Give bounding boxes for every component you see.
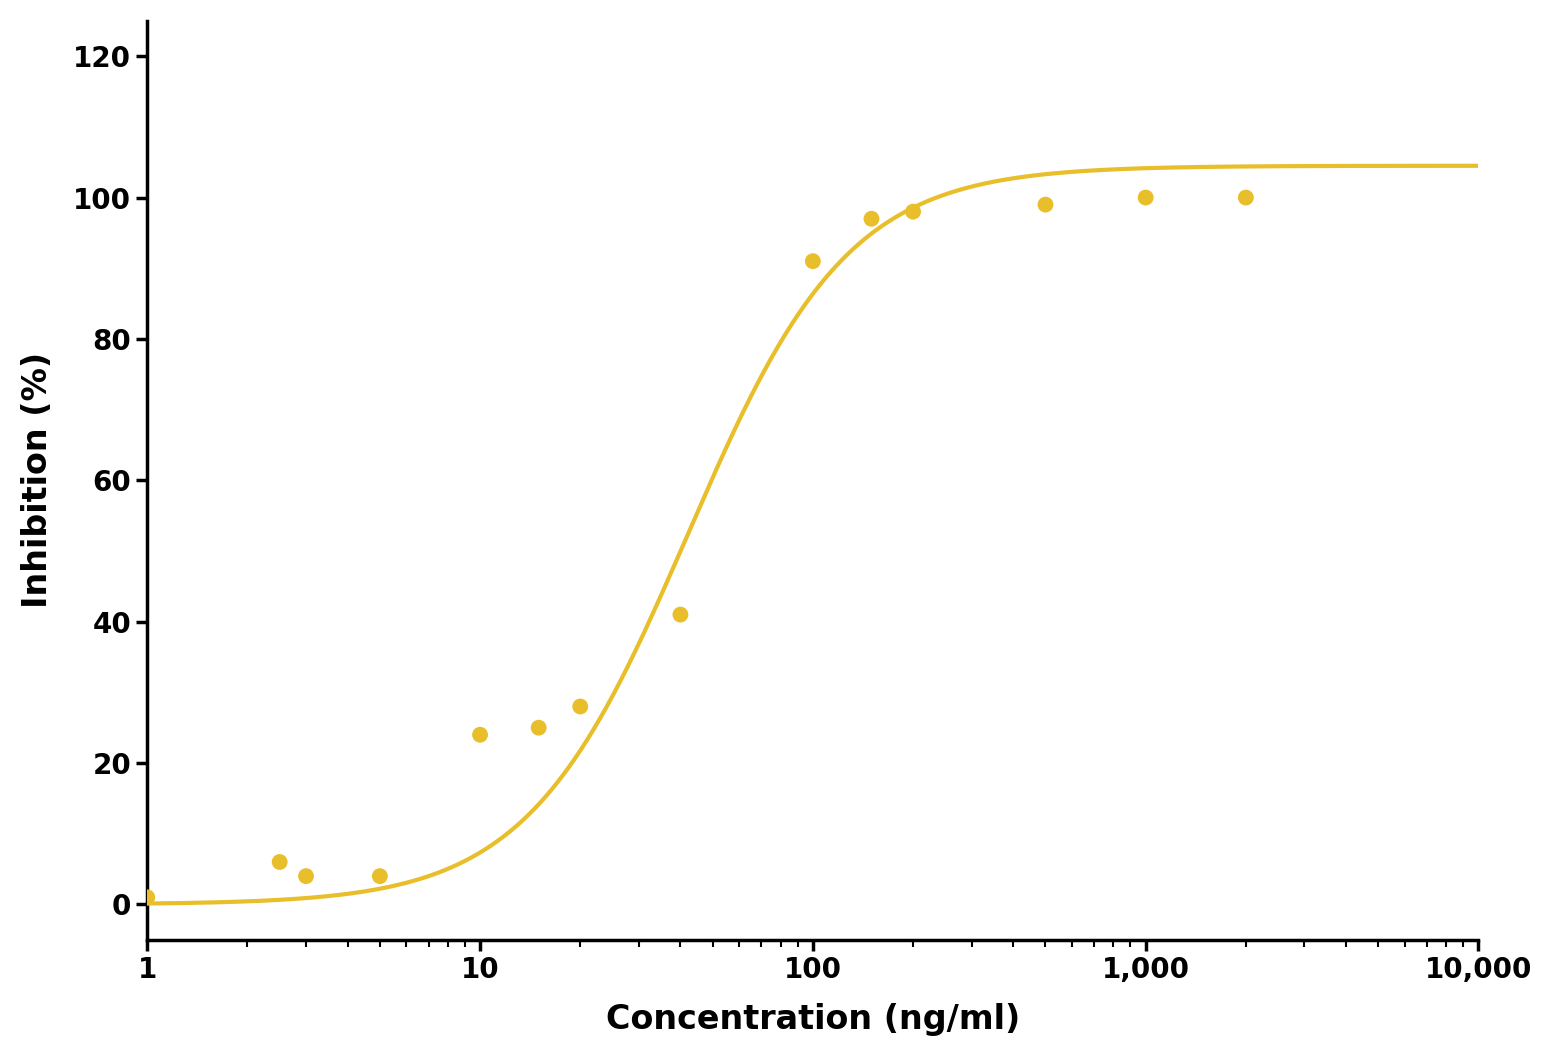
Point: [1233, 189, 1258, 206]
Point: [568, 698, 593, 715]
Point: [267, 854, 292, 871]
Point: [135, 889, 160, 906]
Point: [526, 719, 551, 736]
Point: [901, 203, 926, 220]
Point: [859, 210, 884, 227]
Point: [800, 253, 825, 270]
Y-axis label: Inhibition (%): Inhibition (%): [20, 352, 54, 609]
Point: [1134, 189, 1159, 206]
Point: [294, 868, 318, 885]
Point: [467, 726, 492, 743]
Point: [1033, 197, 1058, 214]
Point: [668, 606, 693, 623]
Point: [368, 868, 393, 885]
X-axis label: Concentration (ng/ml): Concentration (ng/ml): [606, 1003, 1020, 1036]
